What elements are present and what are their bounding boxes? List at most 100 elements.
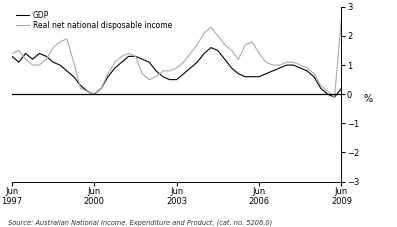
Real net national disposable income: [264, 61, 268, 64]
Real net national disposable income: [208, 26, 213, 29]
Line: Real net national disposable income: Real net national disposable income: [12, 18, 341, 97]
Real net national disposable income: [222, 43, 227, 46]
GDP: [284, 64, 289, 67]
Y-axis label: %: %: [363, 94, 372, 104]
GDP: [16, 61, 21, 64]
GDP: [92, 93, 97, 96]
Real net national disposable income: [181, 61, 186, 64]
GDP: [270, 69, 275, 72]
Real net national disposable income: [168, 69, 172, 72]
GDP: [257, 75, 262, 78]
GDP: [78, 84, 83, 87]
Real net national disposable income: [325, 90, 330, 93]
GDP: [64, 69, 69, 72]
Real net national disposable income: [229, 49, 234, 52]
GDP: [106, 75, 110, 78]
Text: Source: Australian National Income, Expenditure and Product, (cat. no. 5206.0): Source: Australian National Income, Expe…: [8, 219, 272, 226]
Real net national disposable income: [277, 64, 282, 67]
GDP: [243, 75, 248, 78]
Real net national disposable income: [332, 96, 337, 99]
Real net national disposable income: [243, 43, 248, 46]
GDP: [195, 61, 200, 64]
GDP: [318, 87, 323, 90]
GDP: [208, 46, 213, 49]
GDP: [44, 55, 48, 58]
Real net national disposable income: [51, 46, 56, 49]
GDP: [332, 96, 337, 99]
GDP: [298, 67, 303, 69]
Real net national disposable income: [202, 32, 206, 34]
Real net national disposable income: [305, 67, 310, 69]
GDP: [222, 58, 227, 61]
GDP: [23, 52, 28, 55]
GDP: [305, 69, 310, 72]
Real net national disposable income: [106, 72, 110, 75]
GDP: [147, 61, 152, 64]
Real net national disposable income: [44, 58, 48, 61]
Real net national disposable income: [298, 64, 303, 67]
Legend: GDP, Real net national disposable income: GDP, Real net national disposable income: [16, 11, 172, 30]
GDP: [10, 55, 14, 58]
GDP: [188, 67, 193, 69]
GDP: [264, 72, 268, 75]
Real net national disposable income: [216, 35, 220, 37]
GDP: [174, 78, 179, 81]
Real net national disposable income: [284, 61, 289, 64]
Real net national disposable income: [23, 58, 28, 61]
Real net national disposable income: [339, 17, 344, 20]
GDP: [312, 75, 316, 78]
GDP: [202, 52, 206, 55]
Real net national disposable income: [291, 61, 296, 64]
Real net national disposable income: [37, 64, 42, 67]
Real net national disposable income: [58, 40, 62, 43]
Real net national disposable income: [85, 90, 90, 93]
Real net national disposable income: [312, 72, 316, 75]
GDP: [85, 90, 90, 93]
GDP: [51, 61, 56, 64]
GDP: [154, 69, 158, 72]
Real net national disposable income: [78, 87, 83, 90]
Real net national disposable income: [126, 52, 131, 55]
GDP: [216, 49, 220, 52]
Real net national disposable income: [188, 52, 193, 55]
GDP: [181, 72, 186, 75]
Real net national disposable income: [10, 52, 14, 55]
GDP: [160, 75, 165, 78]
Real net national disposable income: [112, 61, 117, 64]
Real net national disposable income: [160, 69, 165, 72]
GDP: [37, 52, 42, 55]
Real net national disposable income: [195, 43, 200, 46]
GDP: [277, 67, 282, 69]
GDP: [119, 61, 124, 64]
Real net national disposable income: [250, 40, 254, 43]
GDP: [126, 55, 131, 58]
GDP: [250, 75, 254, 78]
Real net national disposable income: [154, 75, 158, 78]
GDP: [236, 72, 241, 75]
Real net national disposable income: [16, 49, 21, 52]
Real net national disposable income: [257, 52, 262, 55]
GDP: [168, 78, 172, 81]
GDP: [133, 55, 138, 58]
Real net national disposable income: [64, 37, 69, 40]
GDP: [112, 67, 117, 69]
Real net national disposable income: [270, 64, 275, 67]
Real net national disposable income: [140, 72, 145, 75]
Real net national disposable income: [92, 93, 97, 96]
GDP: [140, 58, 145, 61]
Line: GDP: GDP: [12, 48, 341, 97]
Real net national disposable income: [71, 61, 76, 64]
GDP: [291, 64, 296, 67]
GDP: [99, 87, 104, 90]
Real net national disposable income: [30, 64, 35, 67]
GDP: [339, 87, 344, 90]
GDP: [229, 67, 234, 69]
Real net national disposable income: [133, 55, 138, 58]
Real net national disposable income: [318, 84, 323, 87]
Real net national disposable income: [147, 78, 152, 81]
Real net national disposable income: [119, 55, 124, 58]
GDP: [58, 64, 62, 67]
GDP: [30, 58, 35, 61]
Real net national disposable income: [236, 58, 241, 61]
GDP: [325, 93, 330, 96]
